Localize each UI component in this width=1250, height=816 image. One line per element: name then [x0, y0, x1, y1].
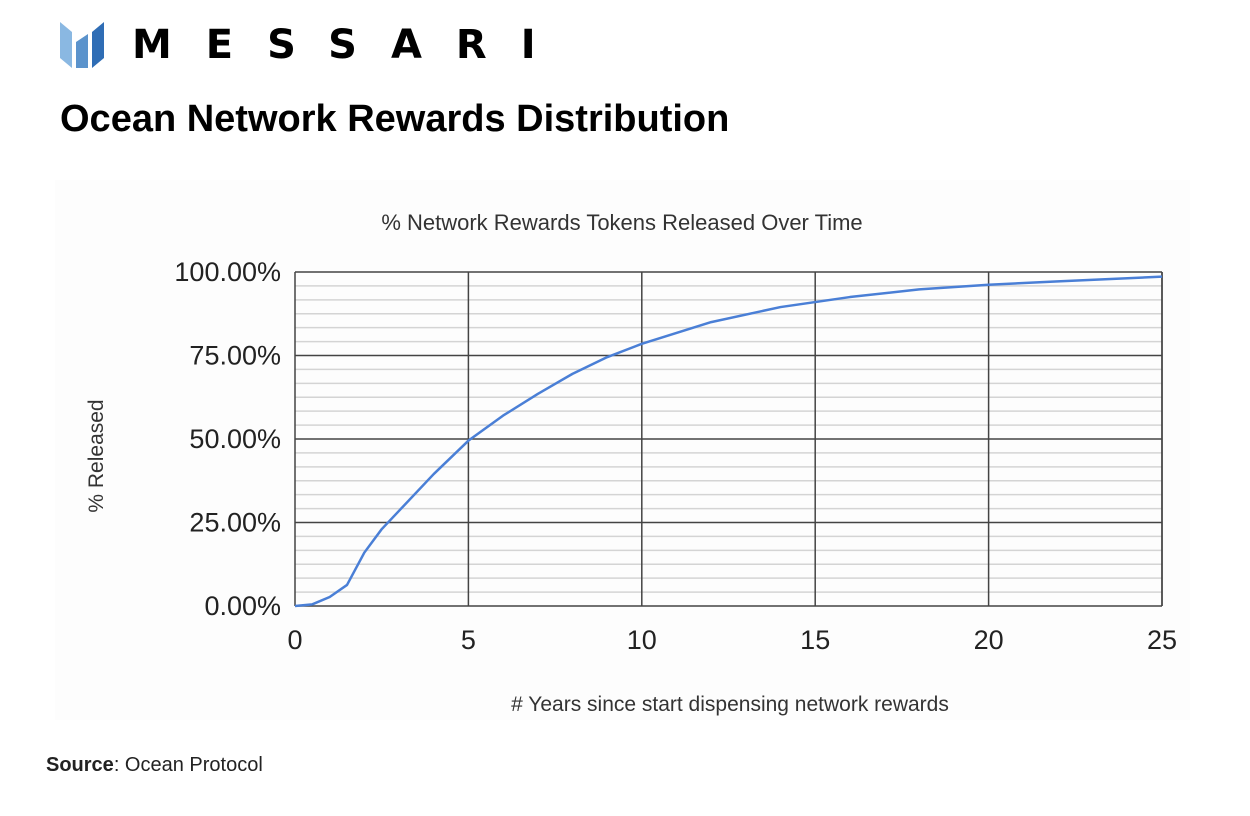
- chart-title: % Network Rewards Tokens Released Over T…: [381, 210, 862, 235]
- x-tick-label: 10: [627, 625, 657, 655]
- source-note: Source: Ocean Protocol: [46, 754, 263, 777]
- chart-background: [55, 180, 1190, 720]
- x-tick-label: 0: [287, 625, 302, 655]
- page-title: Ocean Network Rewards Distribution: [60, 98, 730, 140]
- source-value: : Ocean Protocol: [113, 754, 263, 776]
- y-tick-label: 75.00%: [189, 341, 281, 371]
- y-axis-label: % Released: [85, 399, 108, 512]
- brand-name: MESSARI: [132, 22, 570, 68]
- y-tick-label: 0.00%: [204, 591, 281, 621]
- x-tick-label: 15: [800, 625, 830, 655]
- y-tick-label: 100.00%: [174, 257, 281, 287]
- y-tick-label: 50.00%: [189, 424, 281, 454]
- x-tick-label: 5: [461, 625, 476, 655]
- x-tick-label: 25: [1147, 625, 1177, 655]
- x-tick-label: 20: [974, 625, 1004, 655]
- messari-logo-icon: [60, 22, 104, 68]
- messari-logo: MESSARI: [58, 20, 570, 70]
- y-tick-label: 25.00%: [189, 508, 281, 538]
- source-label: Source: [46, 754, 114, 776]
- x-axis-label: # Years since start dispensing network r…: [511, 693, 949, 716]
- series-line: [294, 275, 1163, 608]
